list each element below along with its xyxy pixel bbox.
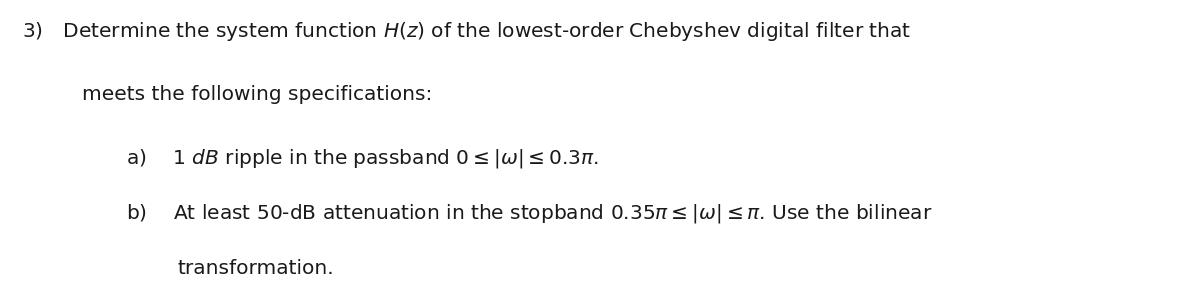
Text: a)  1 $dB$ ripple in the passband $0 \leq |\omega| \leq 0.3\pi$.: a) 1 $dB$ ripple in the passband $0 \leq… bbox=[126, 147, 599, 170]
Text: meets the following specifications:: meets the following specifications: bbox=[82, 85, 432, 104]
Text: transformation.: transformation. bbox=[178, 259, 335, 278]
Text: b)  At least 50-dB attenuation in the stopband $0.35\pi \leq |\omega| \leq \pi$.: b) At least 50-dB attenuation in the sto… bbox=[126, 202, 932, 225]
Text: 3) Determine the system function $H(z)$ of the lowest-order Chebyshev digital fi: 3) Determine the system function $H(z)$ … bbox=[22, 20, 911, 43]
